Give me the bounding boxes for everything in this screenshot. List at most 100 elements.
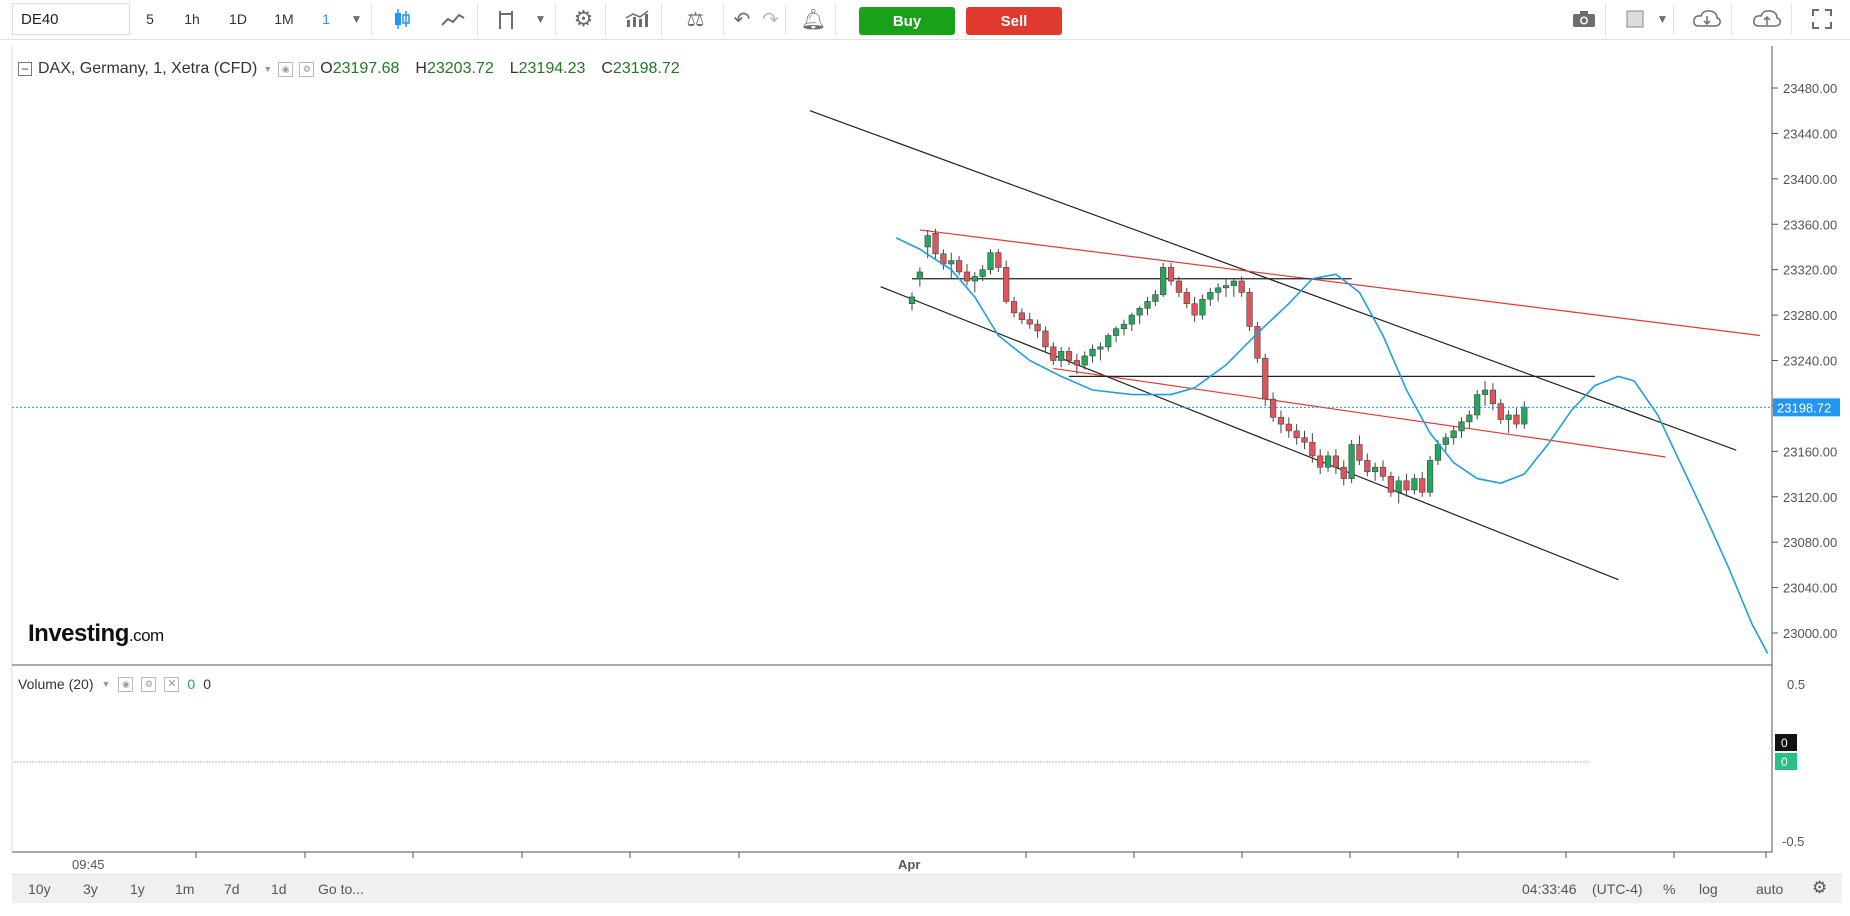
interval-5[interactable]: 5 (146, 11, 154, 27)
range-1m[interactable]: 1m (175, 881, 195, 897)
candle-up (1442, 437, 1449, 445)
last-price-layer: 23198.72 (12, 398, 1840, 417)
candle-up (1199, 298, 1206, 316)
candlestick-icon[interactable] (380, 3, 424, 35)
candle-down (1042, 330, 1049, 348)
red-trendline[interactable] (1053, 367, 1666, 458)
range-7d[interactable]: 7d (224, 881, 240, 897)
candle-down (1003, 267, 1010, 302)
volume-badge-black (1775, 734, 1797, 751)
volume-badge-green (1775, 753, 1797, 770)
range-10y[interactable]: 10y (28, 881, 51, 897)
drawing-dropdown-icon[interactable]: ▼ (526, 3, 556, 35)
price-tick-label: 23360.00 (1783, 217, 1837, 232)
candle-up (1113, 328, 1120, 336)
camera-icon[interactable] (1562, 3, 1606, 35)
price-tick-label: 23040.00 (1783, 581, 1837, 596)
undo-icon[interactable]: ↶ (733, 8, 751, 31)
alert-bell-icon[interactable]: 🔔︎ (792, 3, 836, 35)
cloud-download-icon[interactable] (1682, 3, 1732, 35)
candle-up (1160, 267, 1167, 295)
candle-up (1434, 444, 1442, 461)
interval-1m[interactable]: 1M (274, 11, 294, 27)
collapse-icon[interactable]: – (18, 62, 32, 76)
range-3y[interactable]: 3y (83, 881, 98, 897)
candle-down (1301, 437, 1308, 443)
symbol-input[interactable]: DE40 (12, 3, 130, 35)
candle-down (1285, 423, 1292, 432)
candle-up (1450, 430, 1457, 439)
title-dropdown-icon[interactable]: ▼ (263, 64, 273, 74)
cloud-upload-icon[interactable] (1742, 3, 1792, 35)
interval-1[interactable]: 1 (322, 11, 330, 27)
goto-date-button[interactable]: Go to... (318, 881, 364, 897)
candle-up (1128, 314, 1135, 325)
volume-axis-top: 0.5 (1787, 677, 1805, 692)
candle-up (1348, 444, 1355, 479)
candle-up (908, 296, 916, 305)
instrument-title[interactable]: DAX, Germany, 1, Xetra (CFD) (38, 60, 258, 77)
ohlc-high: H23203.72 (415, 60, 494, 77)
clock-time: 04:33:46 (1522, 881, 1577, 897)
studies-icon[interactable] (612, 3, 662, 35)
candle-up (1222, 285, 1230, 289)
bottom-settings-gear-icon[interactable]: ⚙ (1812, 878, 1828, 897)
visibility-eye-icon[interactable]: ◉ (278, 61, 294, 77)
range-1y[interactable]: 1y (130, 881, 145, 897)
candle-down (1419, 478, 1426, 493)
candle-up (1144, 301, 1151, 309)
candle-down (1262, 357, 1269, 400)
volume-value-2: 0 (203, 676, 211, 692)
candle-down (1183, 292, 1190, 305)
range-1d[interactable]: 1d (271, 881, 287, 897)
time-label-apr: Apr (898, 857, 920, 872)
line-chart-icon[interactable] (428, 3, 478, 35)
percent-toggle[interactable]: % (1663, 881, 1676, 897)
compare-scale-icon[interactable]: ⚖ (668, 3, 724, 35)
candle-up (1097, 346, 1104, 350)
price-axis[interactable]: 23480.00 23440.00 23400.00 23360.00 23320.00… (1772, 81, 1837, 641)
candle-up (1058, 351, 1065, 361)
interval-1d[interactable]: 1D (229, 11, 247, 27)
candle-down (1254, 326, 1261, 359)
settings-gear-icon[interactable]: ⚙ (562, 3, 606, 35)
log-toggle[interactable]: log (1699, 881, 1718, 897)
top-toolbar: DE40 5 1h 1D 1M 1 ▼ ▼ ⚙ ⚖ ↶ ↷ 🔔︎ Buy Sel… (0, 0, 1850, 40)
timezone-label[interactable]: (UTC-4) (1592, 881, 1643, 897)
candle-up (1474, 394, 1481, 416)
volume-dropdown-icon[interactable]: ▼ (101, 679, 111, 689)
buy-button[interactable]: Buy (859, 7, 955, 35)
interval-dropdown-icon[interactable]: ▼ (342, 3, 372, 35)
candle-up (1458, 421, 1465, 432)
candle-up (987, 252, 994, 270)
indicators-icon[interactable] (486, 3, 526, 35)
interval-1h[interactable]: 1h (184, 11, 200, 27)
candle-up (1411, 478, 1418, 491)
volume-eye-icon[interactable]: ◉ (118, 676, 134, 692)
moving-average-line[interactable] (895, 237, 1769, 654)
fullscreen-icon[interactable] (1800, 3, 1844, 35)
redo-icon[interactable]: ↷ (756, 3, 786, 35)
layout-dropdown-icon[interactable]: ▼ (1652, 3, 1674, 35)
time-axis[interactable]: 09:45 Apr (72, 852, 1767, 872)
black-trendline[interactable] (880, 286, 1619, 581)
volume-title[interactable]: Volume (20) (18, 676, 94, 692)
price-tick-label: 23240.00 (1783, 354, 1837, 369)
auto-toggle[interactable]: auto (1756, 881, 1784, 897)
candle-up (1215, 287, 1222, 293)
layout-square-icon[interactable] (1618, 3, 1652, 35)
red-trendline[interactable] (919, 229, 1760, 337)
legend-settings-icon[interactable]: ⚙ (299, 61, 315, 77)
candle-down (1497, 403, 1504, 420)
volume-close-icon[interactable]: ✕ (164, 676, 180, 692)
volume-settings-icon[interactable]: ⚙ (141, 676, 157, 692)
candle-down (1050, 346, 1057, 361)
black-trendline[interactable] (809, 110, 1737, 451)
price-tick-label: 23000.00 (1783, 626, 1837, 641)
candle-up (916, 271, 923, 280)
candle-down (1309, 441, 1316, 457)
candle-down (1356, 444, 1363, 461)
time-label-0945: 09:45 (72, 857, 105, 872)
sell-button[interactable]: Sell (966, 7, 1062, 35)
